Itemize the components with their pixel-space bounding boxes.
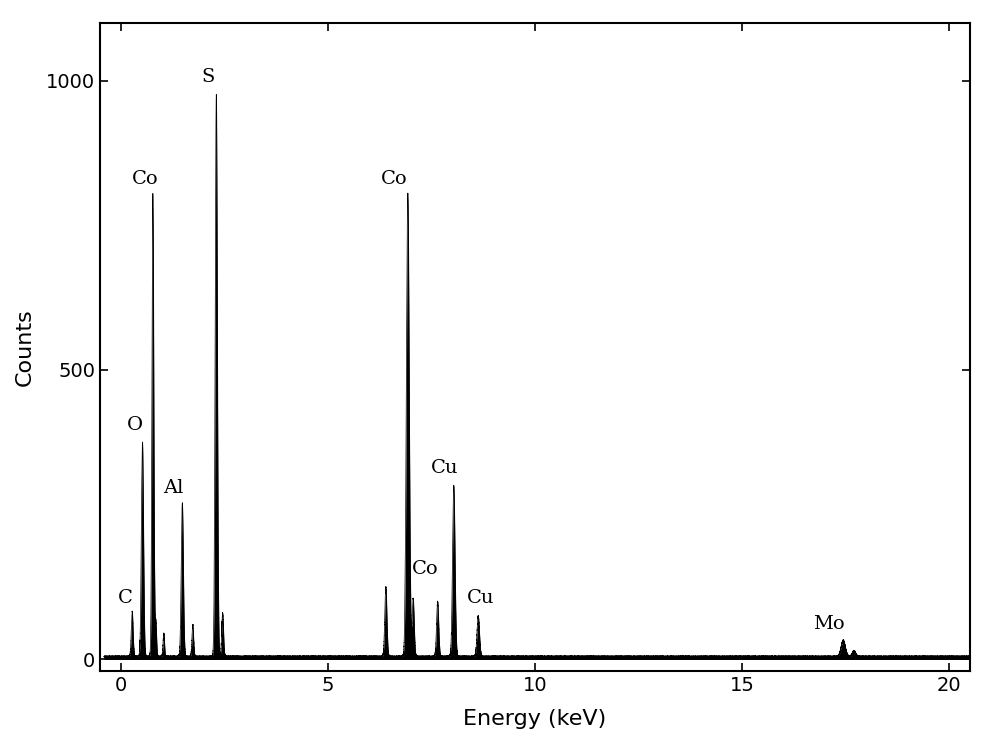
Text: C: C: [117, 590, 132, 608]
Y-axis label: Counts: Counts: [15, 308, 35, 386]
X-axis label: Energy (keV): Energy (keV): [463, 709, 607, 729]
Text: Cu: Cu: [431, 459, 459, 477]
Text: O: O: [127, 415, 143, 434]
Text: Co: Co: [131, 170, 158, 188]
Text: Co: Co: [412, 560, 439, 578]
Text: Mo: Mo: [813, 615, 845, 633]
Text: Cu: Cu: [467, 590, 494, 608]
Text: S: S: [201, 69, 214, 86]
Text: Al: Al: [164, 480, 184, 498]
Text: Co: Co: [381, 170, 407, 188]
